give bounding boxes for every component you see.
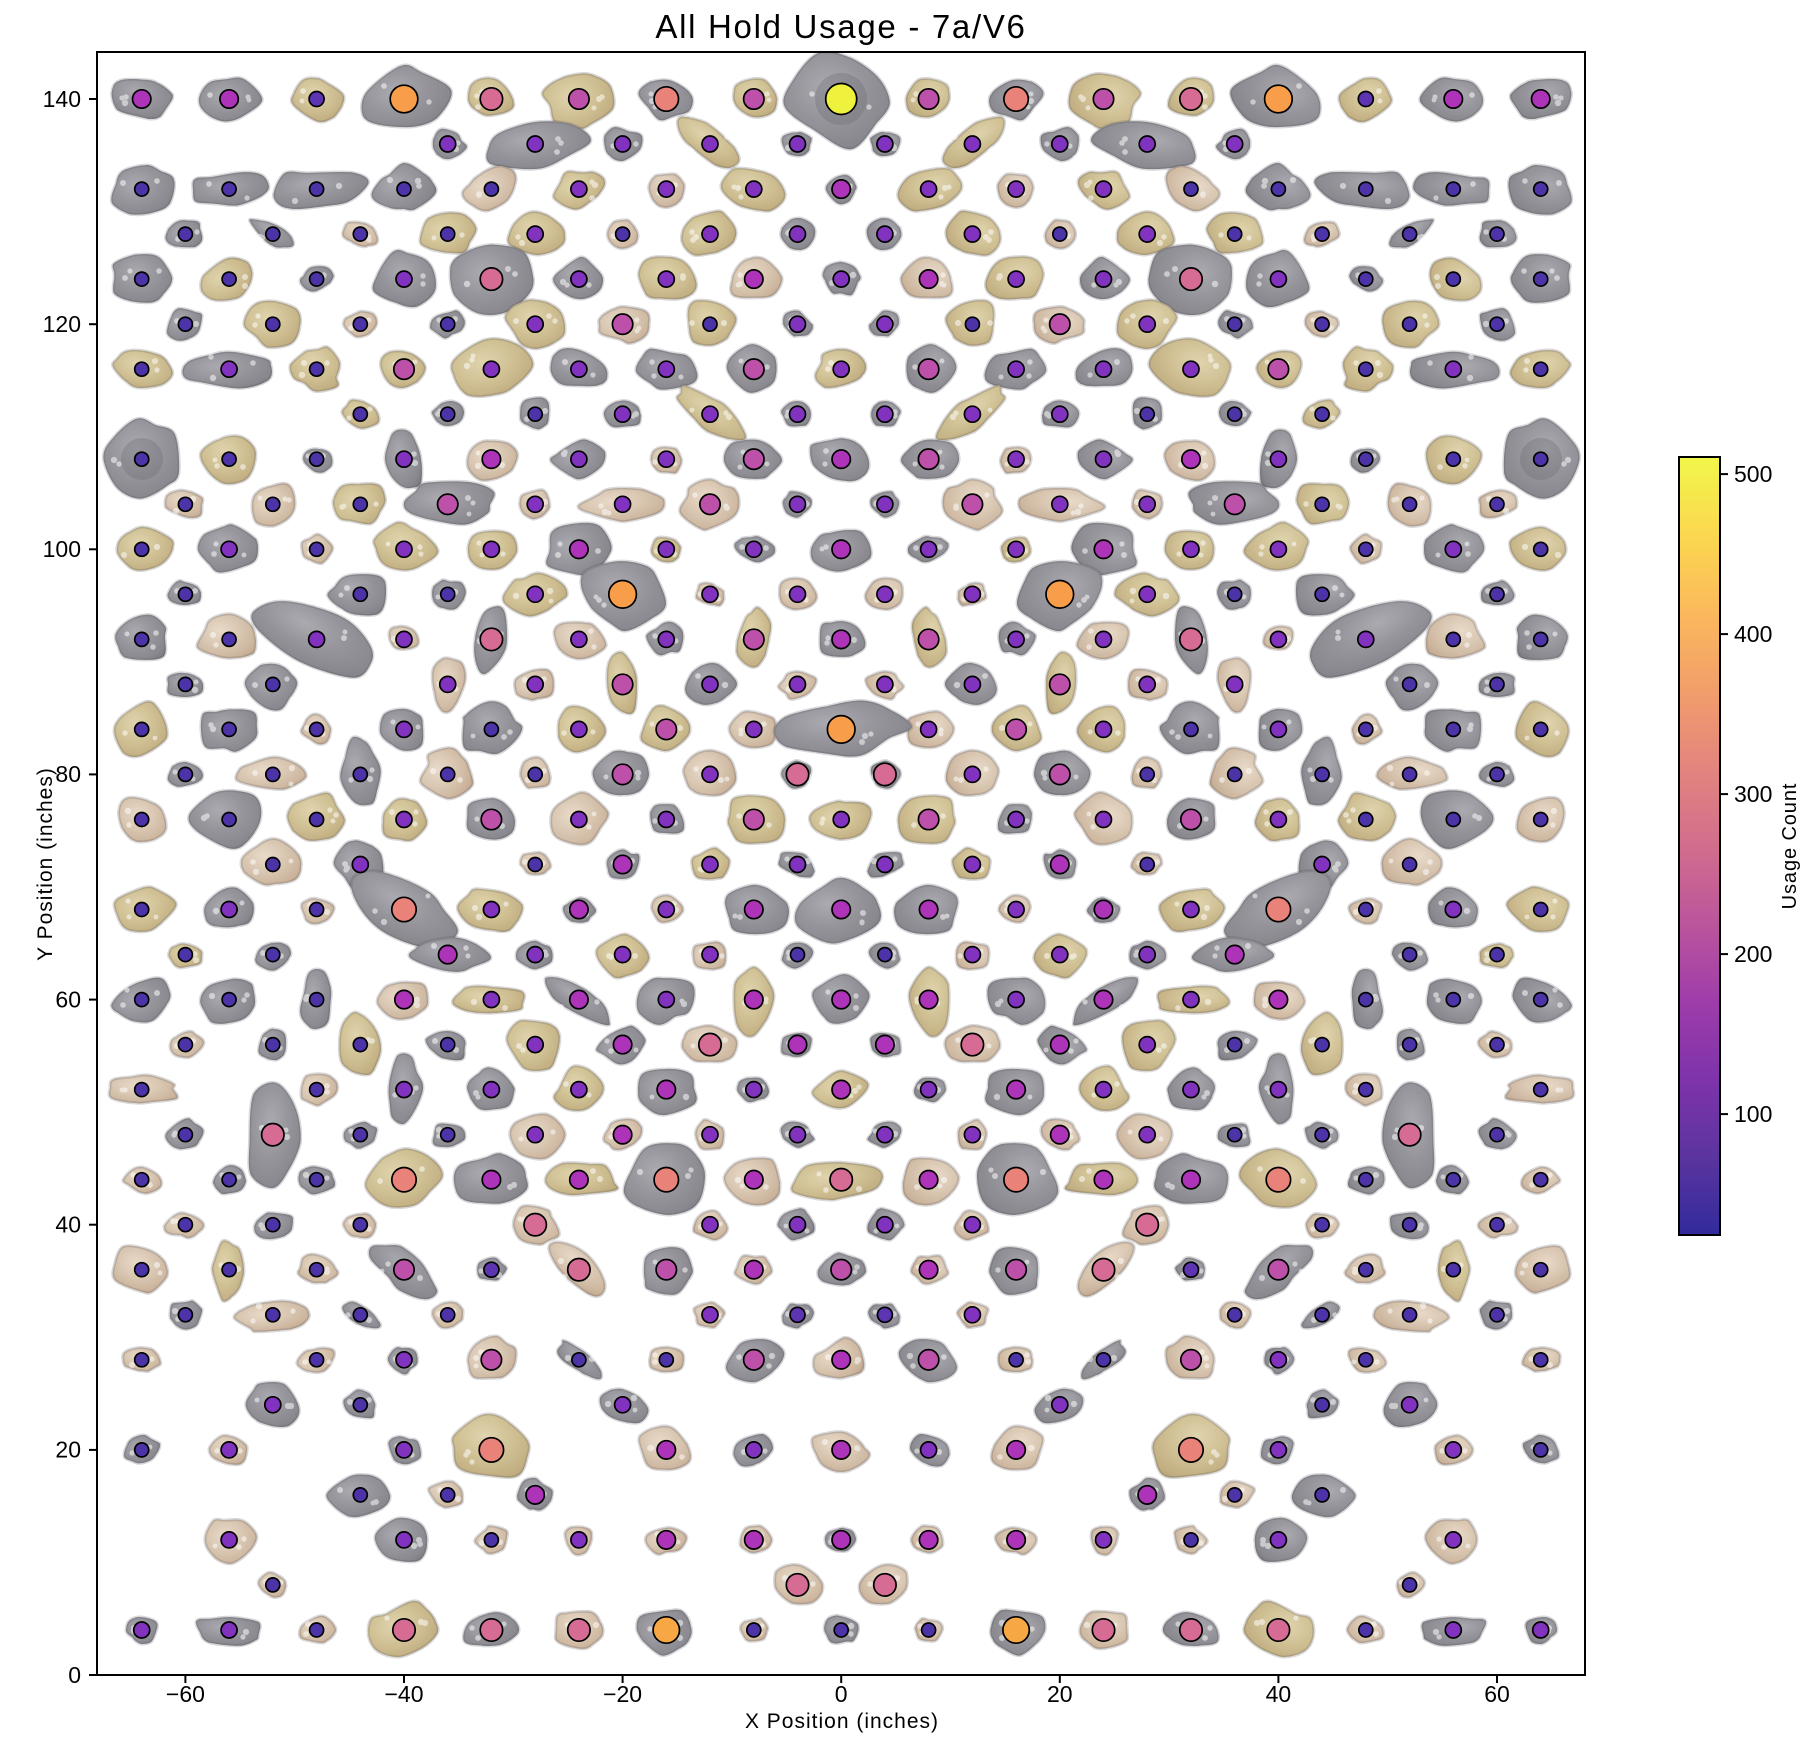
svg-text:0: 0 — [68, 1662, 81, 1688]
svg-text:Y Position (inches): Y Position (inches) — [34, 767, 57, 961]
svg-text:X Position (inches): X Position (inches) — [745, 1710, 939, 1733]
svg-text:100: 100 — [1734, 1101, 1772, 1127]
svg-text:120: 120 — [43, 311, 81, 337]
svg-text:0: 0 — [835, 1681, 848, 1707]
svg-text:−20: −20 — [603, 1681, 642, 1707]
svg-text:20: 20 — [55, 1437, 81, 1463]
svg-text:400: 400 — [1734, 621, 1772, 647]
svg-text:40: 40 — [55, 1212, 81, 1238]
svg-text:−40: −40 — [384, 1681, 423, 1707]
svg-text:140: 140 — [43, 86, 81, 112]
svg-text:500: 500 — [1734, 461, 1772, 487]
svg-text:All Hold Usage - 7a/V6: All Hold Usage - 7a/V6 — [655, 8, 1026, 45]
svg-text:200: 200 — [1734, 941, 1772, 967]
svg-text:100: 100 — [43, 536, 81, 562]
svg-text:300: 300 — [1734, 781, 1772, 807]
svg-text:60: 60 — [55, 986, 81, 1012]
svg-text:60: 60 — [1484, 1681, 1510, 1707]
svg-text:−60: −60 — [166, 1681, 205, 1707]
svg-text:40: 40 — [1266, 1681, 1292, 1707]
svg-text:Usage Count: Usage Count — [1779, 783, 1801, 910]
svg-text:20: 20 — [1047, 1681, 1073, 1707]
svg-text:80: 80 — [55, 761, 81, 787]
